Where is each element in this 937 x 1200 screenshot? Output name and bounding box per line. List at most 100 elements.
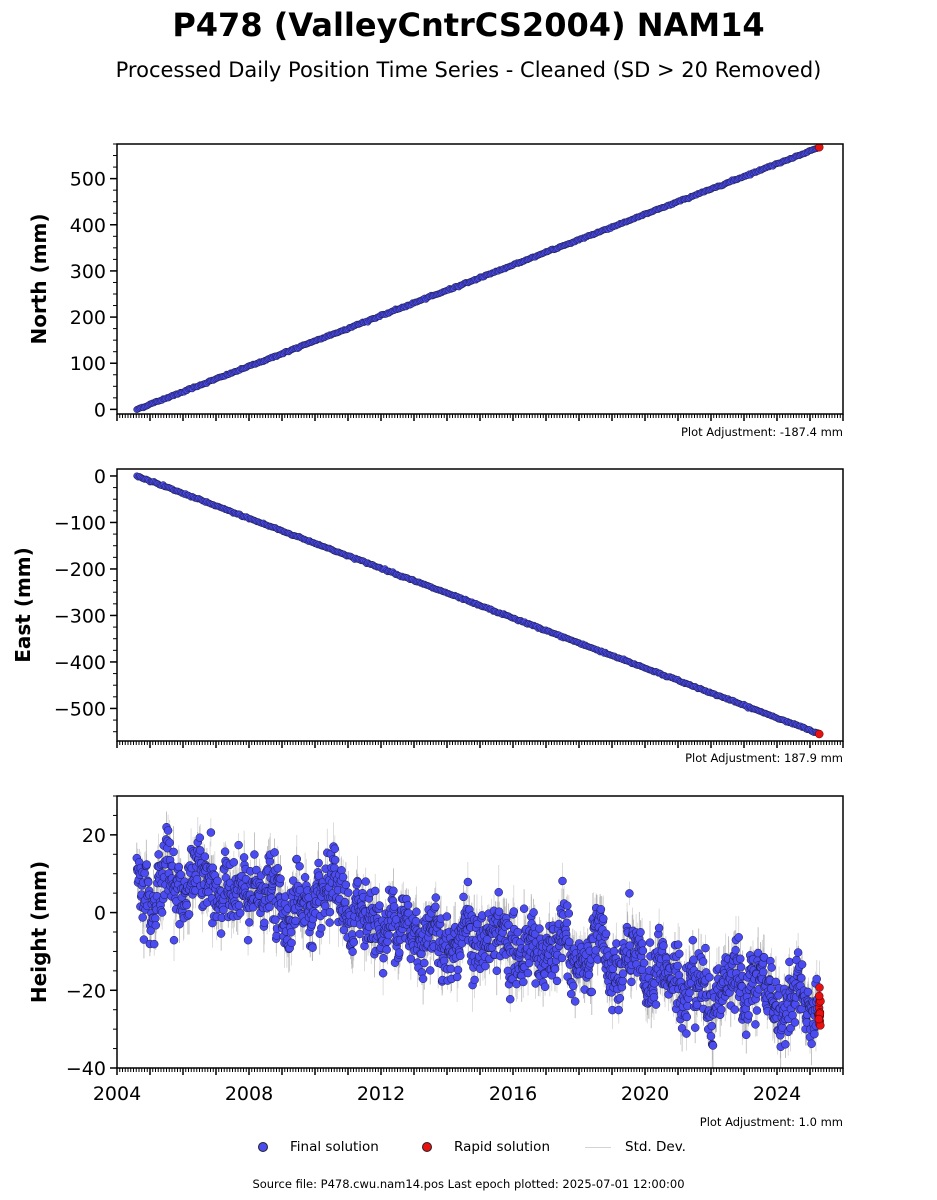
- final-solution-point: [562, 918, 572, 928]
- final-solution-point: [265, 902, 274, 912]
- chart-title: P478 (ValleyCntrCS2004) NAM14: [172, 6, 765, 44]
- final-solution-point: [149, 939, 159, 949]
- plot-area: [132, 811, 825, 1068]
- final-solution-point: [138, 913, 147, 922]
- panel-2: 0 −100 −200 −300 −400 −500 East (mm) Plot Adjus…: [11, 466, 844, 765]
- final-solution-point: [563, 901, 572, 910]
- final-solution-point: [456, 951, 465, 961]
- final-solution-point: [614, 1005, 623, 1015]
- final-solution-point: [379, 953, 388, 963]
- y-tick-label: −300: [54, 605, 106, 627]
- final-solution-point: [175, 919, 184, 929]
- final-solution-point: [494, 887, 503, 897]
- final-solution-point: [291, 916, 300, 926]
- final-solution-point: [403, 900, 413, 910]
- final-solution-point: [523, 968, 533, 978]
- final-solution-point: [566, 989, 576, 999]
- final-solution-point: [270, 848, 279, 857]
- final-solution-point: [698, 957, 708, 966]
- final-solution-point: [169, 847, 178, 857]
- final-solution-point: [382, 945, 391, 954]
- final-solution-point: [286, 927, 296, 937]
- final-solution-point: [292, 854, 302, 864]
- final-solution-point: [637, 939, 647, 948]
- final-solution-point: [673, 940, 683, 949]
- final-solution-point: [453, 965, 463, 975]
- final-solution-point: [420, 958, 429, 968]
- final-solution-point: [234, 901, 244, 910]
- final-solution-point: [314, 858, 323, 868]
- y-axis-label: East (mm): [11, 547, 35, 663]
- y-tick-label: −500: [54, 698, 106, 720]
- final-solution-point: [529, 908, 538, 917]
- y-tick-label: 200: [70, 307, 106, 329]
- final-solution-point: [706, 1032, 716, 1041]
- y-tick-label: 300: [70, 261, 106, 283]
- final-solution-point: [276, 874, 285, 884]
- final-solution-point: [645, 938, 655, 947]
- final-solution-point: [169, 935, 179, 945]
- plot-area: [133, 472, 824, 739]
- rapid-solution-point: [814, 144, 824, 152]
- final-solution-point: [139, 935, 149, 944]
- final-solution-point: [568, 981, 578, 991]
- final-solution-point: [753, 948, 763, 958]
- plot-adjustment-note: Plot Adjustment: 187.9 mm: [685, 751, 843, 765]
- final-solution-point: [220, 847, 230, 856]
- final-solution-point: [591, 945, 601, 955]
- final-solution-point: [273, 863, 283, 873]
- final-solution-point: [540, 982, 550, 992]
- final-solution-point: [638, 946, 648, 955]
- final-solution-point: [243, 935, 253, 945]
- final-solution-point: [584, 970, 594, 980]
- y-tick-label: 0: [94, 399, 106, 421]
- final-solution-point: [736, 954, 745, 964]
- final-solution-point: [625, 941, 635, 950]
- final-solution-point: [587, 987, 597, 997]
- final-solution-point: [325, 907, 335, 917]
- final-solution-point: [182, 900, 191, 910]
- final-solution-point: [751, 1020, 760, 1029]
- final-solution-point: [618, 969, 628, 978]
- final-solution-point: [317, 923, 326, 933]
- final-solution-point: [165, 838, 174, 847]
- final-solution-point: [184, 910, 194, 919]
- final-solution-point: [531, 979, 540, 988]
- final-solution-point: [431, 902, 440, 911]
- final-solution-point: [459, 892, 468, 902]
- final-solution-point: [361, 877, 370, 886]
- final-solution-point: [558, 876, 567, 886]
- final-solution-point: [288, 876, 298, 885]
- final-solution-point: [730, 1005, 740, 1014]
- final-solution-point: [734, 933, 743, 942]
- final-solution-point: [338, 872, 348, 882]
- final-solution-point: [741, 1030, 751, 1040]
- final-solution-point: [384, 930, 393, 940]
- final-solution-point: [708, 1041, 718, 1050]
- final-solution-point: [705, 973, 714, 982]
- final-solution-point: [252, 865, 261, 875]
- final-solution-point: [330, 855, 340, 865]
- final-solution-point: [688, 935, 698, 945]
- final-solution-point: [339, 925, 349, 935]
- final-solution-point: [425, 966, 435, 975]
- final-solution-point: [505, 994, 515, 1004]
- final-solution-point: [271, 915, 280, 925]
- final-solution-point: [639, 958, 649, 968]
- final-solution-point: [759, 967, 768, 977]
- final-solution-point: [389, 886, 398, 896]
- final-solution-point: [174, 862, 184, 872]
- final-solution-point: [452, 972, 462, 982]
- y-tick-label: −200: [54, 559, 106, 581]
- final-solution-point: [564, 937, 574, 947]
- final-solution-point: [659, 941, 668, 950]
- final-solution-point: [200, 852, 210, 861]
- final-solution-point: [612, 939, 621, 948]
- final-solution-point: [151, 921, 161, 930]
- final-solution-point: [682, 1029, 691, 1038]
- final-solution-point: [690, 1023, 700, 1032]
- final-solution-point: [395, 948, 404, 957]
- final-solution-point: [176, 870, 186, 879]
- chart-subtitle: Processed Daily Position Time Series - C…: [115, 58, 822, 82]
